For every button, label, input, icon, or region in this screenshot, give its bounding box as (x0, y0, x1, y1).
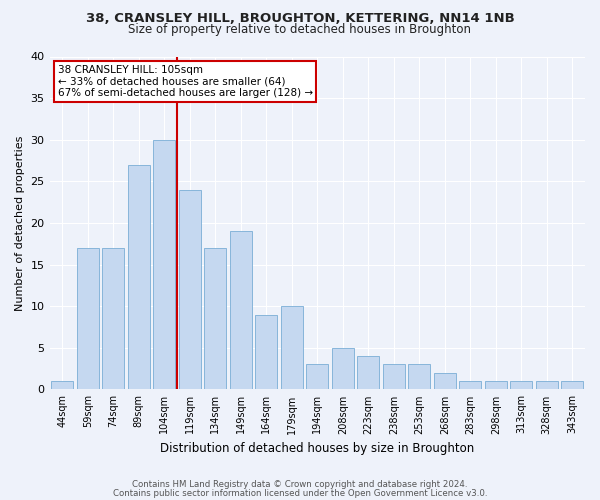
Bar (358, 356, 379, 390)
Bar (205, 248, 226, 390)
Bar (536, 381, 557, 390)
Bar (460, 381, 481, 390)
Bar (256, 314, 277, 390)
Bar (77, 248, 98, 390)
Text: Contains public sector information licensed under the Open Government Licence v3: Contains public sector information licen… (113, 488, 487, 498)
Bar (307, 364, 328, 390)
Text: Contains HM Land Registry data © Crown copyright and database right 2024.: Contains HM Land Registry data © Crown c… (132, 480, 468, 489)
Bar (230, 232, 251, 390)
Bar (434, 373, 455, 390)
Y-axis label: Number of detached properties: Number of detached properties (15, 136, 25, 310)
Bar (562, 381, 583, 390)
Bar (383, 364, 404, 390)
Bar (409, 364, 430, 390)
Bar (485, 381, 506, 390)
Bar (103, 248, 124, 390)
Text: 38, CRANSLEY HILL, BROUGHTON, KETTERING, NN14 1NB: 38, CRANSLEY HILL, BROUGHTON, KETTERING,… (86, 12, 514, 26)
Bar (128, 164, 149, 390)
Bar (332, 348, 353, 390)
Bar (281, 306, 302, 390)
Bar (154, 140, 175, 390)
Bar (52, 381, 73, 390)
Text: 38 CRANSLEY HILL: 105sqm
← 33% of detached houses are smaller (64)
67% of semi-d: 38 CRANSLEY HILL: 105sqm ← 33% of detach… (58, 65, 313, 98)
Bar (511, 381, 532, 390)
Bar (179, 190, 200, 390)
X-axis label: Distribution of detached houses by size in Broughton: Distribution of detached houses by size … (160, 442, 475, 455)
Text: Size of property relative to detached houses in Broughton: Size of property relative to detached ho… (128, 22, 472, 36)
